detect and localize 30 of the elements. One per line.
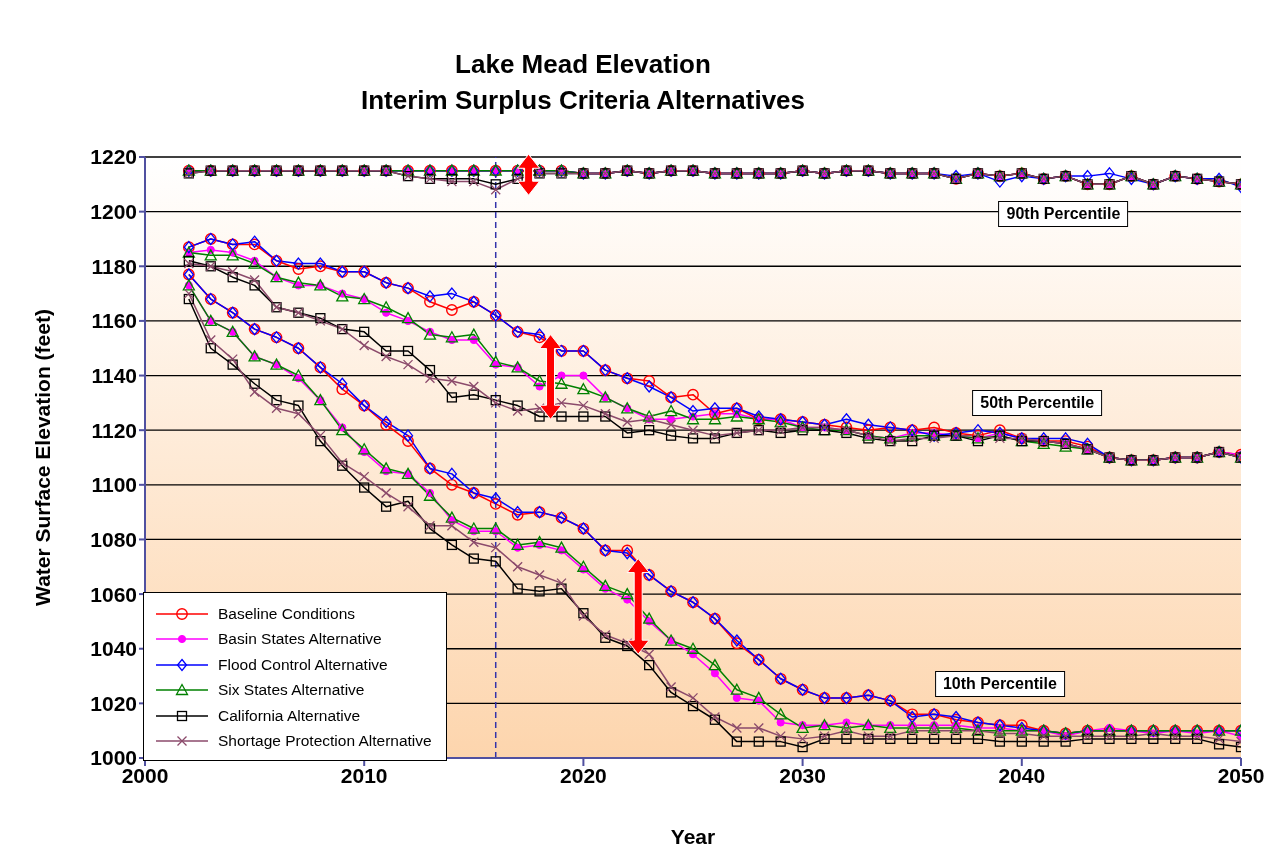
legend-label: Basin States Alternative [218, 630, 382, 649]
chart-subtitle: Interim Surplus Criteria Alternatives [359, 84, 807, 117]
y-tick-label: 1160 [91, 309, 137, 333]
x-tick-label: 2050 [1217, 763, 1265, 787]
y-tick-label: 1040 [90, 637, 137, 661]
annotation: 10th Percentile [934, 671, 1065, 698]
x-tick-label: 2010 [340, 763, 388, 787]
x-tick-label: 2020 [560, 763, 607, 787]
legend-label: Six States Alternative [218, 681, 365, 700]
legend-label: Baseline Conditions [218, 604, 356, 623]
chart-title: Lake Mead Elevation [454, 48, 712, 81]
legend-label: Shortage Protection Alternative [218, 732, 432, 751]
x-axis-title: Year [670, 825, 716, 848]
y-tick-label: 1080 [90, 527, 137, 551]
y-tick-label: 1220 [90, 145, 137, 169]
x-tick-label: 2040 [998, 763, 1046, 787]
legend-label: Flood Control Alternative [218, 655, 388, 674]
y-tick-label: 1100 [91, 473, 137, 497]
y-tick-label: 1200 [90, 200, 137, 224]
y-axis-title: Water Surface Elevation (feet) [31, 309, 54, 606]
y-tick-label: 1000 [90, 746, 137, 770]
y-tick-label: 1140 [91, 364, 137, 387]
y-tick-label: 1060 [90, 582, 137, 606]
legend-label: California Alternative [218, 706, 361, 725]
annotation: 50th Percentile [972, 389, 1103, 416]
y-tick-label: 1020 [90, 691, 137, 715]
annotation: 90th Percentile [998, 201, 1129, 228]
x-tick-label: 2030 [779, 763, 826, 787]
y-tick-label: 1180 [91, 254, 137, 278]
y-tick-label: 1120 [91, 418, 137, 442]
